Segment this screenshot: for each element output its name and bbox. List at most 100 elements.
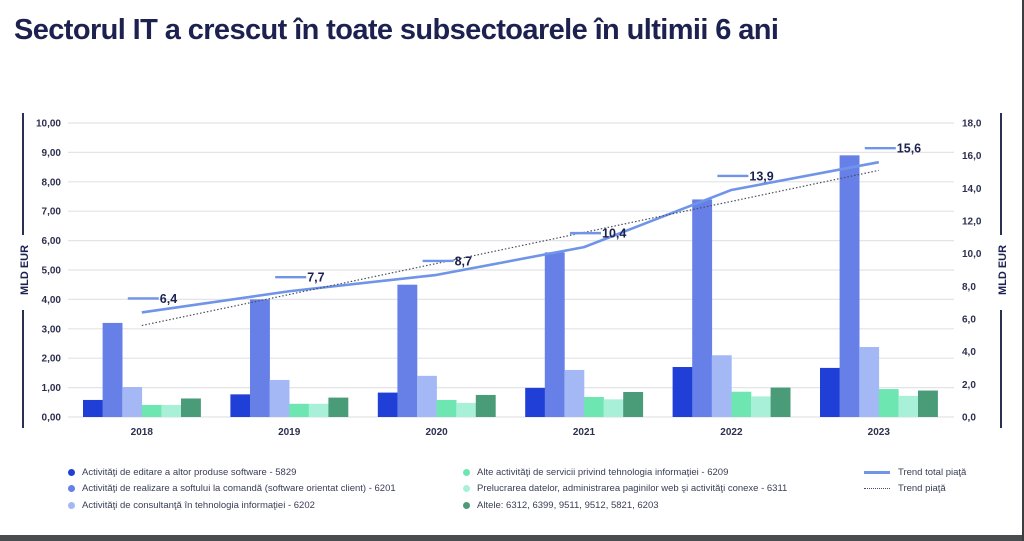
legend-label: Trend piaţă [898, 483, 946, 495]
x-tick-label: 2020 [425, 427, 448, 438]
y-right-tick-label: 12,0 [962, 217, 982, 228]
left-axis: 0,00 1,00 2,00 3,00 4,00 5,00 6,00 7,00 8,00 9,00… [19, 113, 61, 428]
legend-swatch-icon [463, 485, 470, 493]
data-label: 7,7 [307, 271, 324, 285]
page-title: Sectorul IT a crescut în toate subsectoa… [14, 14, 779, 46]
x-tick-label: 2021 [573, 427, 596, 438]
legend-item: Alte activităţi de servicii privind tehn… [463, 464, 787, 481]
bar [328, 397, 349, 417]
bottom-edge [0, 535, 1024, 541]
bar [692, 199, 713, 417]
y-tick-label: 9,00 [42, 148, 62, 159]
legend-col-1: Activităţi de editare a altor produse so… [68, 464, 396, 514]
x-tick-label: 2023 [868, 427, 891, 438]
y-right-tick-label: 16,0 [962, 151, 982, 162]
bar [623, 392, 644, 417]
y-right-tick-label: 8,0 [962, 282, 976, 293]
bar [918, 390, 938, 417]
bars [83, 155, 938, 417]
y-tick-label: 6,00 [42, 236, 62, 247]
y-axis-title: MLD EUR [19, 245, 31, 295]
bar [436, 399, 457, 417]
y-tick-label: 3,00 [42, 324, 62, 335]
legend-swatch-icon [68, 501, 75, 509]
y-right-tick-label: 18,0 [962, 119, 982, 130]
y-right-tick-label: 6,0 [962, 315, 976, 326]
bar [83, 399, 103, 417]
legend-label: Alte activităţi de servicii privind tehn… [477, 466, 729, 478]
bar [308, 403, 329, 417]
bar [731, 391, 752, 417]
bar [584, 397, 604, 417]
bar [456, 402, 477, 417]
legend-item: Prelucrarea datelor, administrarea pagin… [463, 481, 787, 498]
gridlines [68, 122, 954, 418]
bar [820, 367, 840, 417]
bar [102, 322, 123, 417]
legend-label: Activităţi de consultanţă în tehnologia … [82, 499, 315, 511]
legend-label: Trend total piaţă [898, 466, 967, 478]
legend-item: Trend total piaţă [864, 464, 966, 481]
x-tick-label: 2019 [278, 427, 301, 438]
chart: 0,00 1,00 2,00 3,00 4,00 5,00 6,00 7,00 8,00 9,00… [19, 113, 1009, 438]
legend-label: Activităţi de realizare a softului la co… [82, 483, 396, 495]
bar [859, 347, 880, 417]
y-right-tick-label: 0,0 [962, 413, 976, 424]
y-right-tick-label: 10,0 [962, 249, 982, 260]
y-tick-label: 2,00 [42, 354, 62, 365]
data-label: 13,9 [749, 169, 773, 183]
bar [289, 403, 310, 417]
legend-item: Activităţi de consultanţă în tehnologia … [68, 497, 396, 514]
bar [269, 379, 290, 417]
bar [397, 284, 418, 417]
bar [122, 387, 143, 417]
x-axis: 2018 2019 2020 2021 2022 2023 [131, 427, 891, 438]
bar [161, 404, 182, 417]
data-labels: 6,4 7,7 8,7 10,4 13,9 15,6 [127, 142, 921, 306]
bar [711, 355, 732, 417]
bar [525, 387, 546, 417]
bar [751, 396, 771, 417]
trend-line-total [141, 160, 880, 314]
data-label: 6,4 [160, 292, 177, 306]
x-tick-label: 2022 [720, 427, 743, 438]
bar [141, 404, 162, 417]
legend-label: Altele: 6312, 6399, 9511, 9512, 5821, 62… [477, 499, 659, 511]
trend-lines [141, 160, 880, 327]
legend-item: Activităţi de editare a altor produse so… [68, 464, 396, 481]
y-right-tick-label: 4,0 [962, 347, 976, 358]
y-tick-label: 1,00 [42, 383, 62, 394]
bar [898, 395, 919, 417]
dotted-line-icon [864, 488, 890, 490]
y-tick-label: 10,00 [36, 119, 61, 130]
bar [564, 369, 585, 417]
legend-col-2: Alte activităţi de servicii privind tehn… [463, 464, 787, 514]
bar [770, 387, 791, 417]
bar [544, 252, 565, 417]
trend-line-dotted [141, 169, 879, 327]
solid-line-icon [864, 470, 890, 474]
y-tick-label: 0,00 [42, 413, 62, 424]
bar [878, 389, 899, 417]
legend-item: Activităţi de realizare a softului la co… [68, 481, 396, 498]
y-tick-label: 4,00 [42, 295, 62, 306]
bar [417, 375, 437, 417]
bar [672, 367, 693, 417]
legend-item: Trend piaţă [864, 481, 966, 498]
bar [839, 155, 860, 417]
bar [181, 398, 201, 417]
x-tick-label: 2018 [131, 427, 154, 438]
bar [250, 299, 270, 417]
y-tick-label: 5,00 [42, 266, 62, 277]
legend-swatch-icon [463, 501, 470, 509]
y-tick-label: 8,00 [42, 177, 62, 188]
legend-swatch-icon [68, 468, 75, 476]
bar [377, 392, 398, 417]
bar [475, 394, 496, 417]
legend-swatch-icon [68, 485, 75, 493]
right-edge [1022, 0, 1024, 541]
data-label: 15,6 [897, 142, 921, 156]
y-right-tick-label: 14,0 [962, 184, 982, 195]
legend-label: Prelucrarea datelor, administrarea pagin… [477, 483, 788, 495]
